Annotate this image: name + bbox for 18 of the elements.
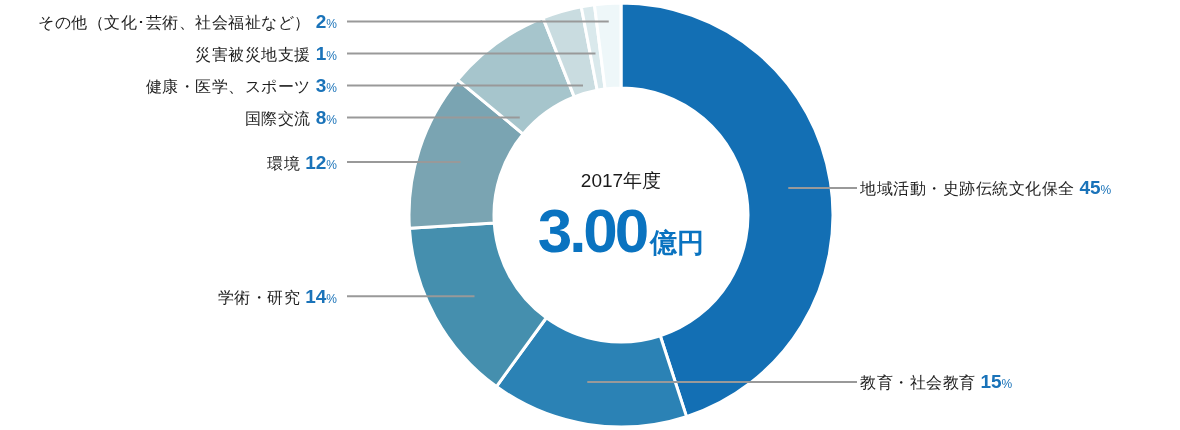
data-label: 8% [315,107,338,128]
data-label: 45% [1079,177,1112,199]
data-label: 12% [305,151,338,173]
data-label: 14% [305,285,338,307]
slice-label: 国際交流 [244,110,316,127]
slice-label: 災害被災地支援 [195,46,316,63]
slice-label: 学術・研究 [217,288,306,306]
slice-label: 環境 [267,154,306,172]
slice-label: 教育・社会教育 [860,374,981,392]
data-label: 15% [980,371,1013,393]
data-label: 2% [315,11,338,32]
slice-label: その他（文化･芸術、社会福祉など） [38,14,316,31]
text: 3.00億円 [537,196,705,265]
slice-label: 健康・医学、スポーツ [145,78,316,95]
data-label: 3% [315,75,338,96]
text: 2017年度 [580,170,662,191]
data-label: 1% [315,43,338,64]
slice-label: 地域活動・史跡伝統文化保全 [859,180,1080,198]
